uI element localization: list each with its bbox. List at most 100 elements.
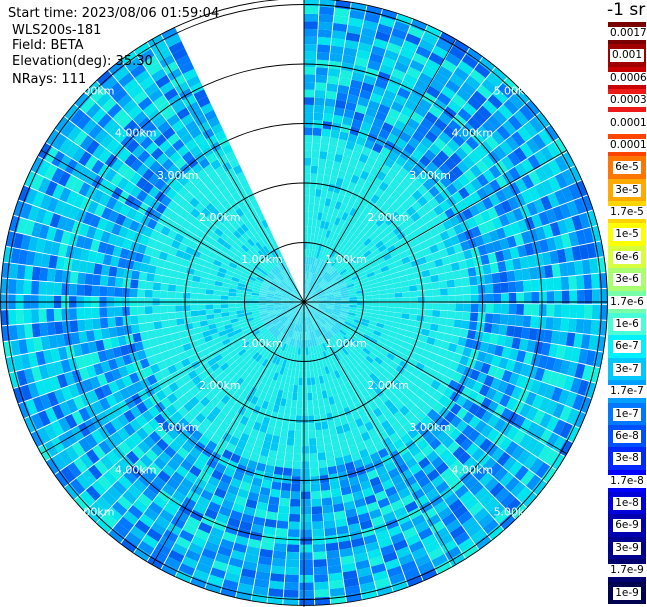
ray-gate [356,49,371,61]
ray-gate [402,40,419,53]
ray-gate [356,382,366,392]
ray-gate [276,311,285,317]
ray-gate [447,287,456,296]
ray-gate [195,562,212,575]
ray-gate [137,493,153,508]
ray-gate [492,88,509,104]
ray-gate [360,370,369,380]
ray-gate [238,235,247,245]
ray-gate [497,261,507,273]
ray-gate [297,385,303,394]
ray-gate [477,223,489,235]
ray-gate [195,263,204,272]
ray-gate [456,87,472,102]
ray-gate [358,271,367,278]
ray-gate [311,158,319,167]
ray-gate [390,101,404,113]
ray-gate [314,312,321,319]
ray-gate [331,285,339,290]
ray-gate [365,107,378,118]
ray-gate [422,463,436,476]
ray-gate [439,230,450,241]
ray-gate [168,381,180,393]
ray-gate [106,506,123,522]
ray-gate [239,380,249,390]
ray-gate [97,178,111,193]
ray-gate [150,521,167,536]
ray-gate [298,302,304,308]
ray-gate [108,327,118,338]
ray-gate [94,203,106,217]
ray-gate [546,416,560,432]
ray-gate [194,477,208,490]
ray-gate [208,344,218,353]
ray-gate [242,560,258,571]
ray-gate [146,61,163,76]
ray-gate [338,316,347,321]
ray-gate [415,494,430,508]
ray-gate [421,349,431,359]
ray-gate [499,271,508,283]
ray-gate [126,450,140,465]
ray-gate [298,296,304,302]
ray-gate [207,116,221,128]
ray-gate [592,289,600,304]
ray-gate [508,460,523,477]
ray-gate [282,260,288,269]
ray-gate [127,105,143,120]
ray-gate [150,443,164,457]
ray-gate [467,390,479,403]
ray-gate [469,312,479,322]
ray-gate [308,203,315,212]
ray-gate [199,277,209,284]
ray-gate [342,390,351,400]
ray-gate [548,371,560,387]
ray-gate [351,150,361,161]
ray-gate [200,207,211,218]
ray-gate [220,262,229,270]
ray-gate [404,410,416,422]
ray-gate [485,135,499,150]
ray-gate [315,242,320,251]
ray-gate [322,374,329,383]
ray-gate [348,86,361,97]
ray-gate [31,323,41,338]
ray-gate [145,141,159,155]
ray-gate [213,308,222,314]
ray-gate [313,407,320,416]
ray-gate [384,558,401,571]
ray-gate [446,245,456,256]
ray-gate [154,266,164,276]
ray-gate [259,308,268,313]
ray-gate [428,352,438,362]
ray-gate [241,513,254,524]
ray-gate [247,435,257,446]
ray-gate [304,286,306,295]
ray-gate [208,251,218,260]
ray-gate [325,542,339,552]
ray-gate [139,235,150,246]
ray-gate [325,90,337,100]
ray-gate [392,356,402,365]
ray-gate [408,358,419,368]
ray-gate [32,191,45,208]
ray-gate [117,162,130,177]
ray-gate [258,271,267,279]
ray-gate [364,291,372,296]
ray-gate [159,81,175,95]
ray-gate [472,111,487,126]
ray-gate [283,307,291,312]
ray-gate [13,386,26,404]
ray-gate [353,228,362,238]
ray-gate [131,393,143,406]
ray-gate [330,45,344,55]
ray-gate [215,341,225,350]
ray-gate [193,133,206,145]
ray-gate [220,295,229,300]
ray-gate [328,380,336,389]
ray-gate [253,224,261,233]
ray-gate [428,197,440,209]
ray-gate [241,232,251,242]
ray-gate [302,362,307,371]
ray-gate [210,197,221,208]
